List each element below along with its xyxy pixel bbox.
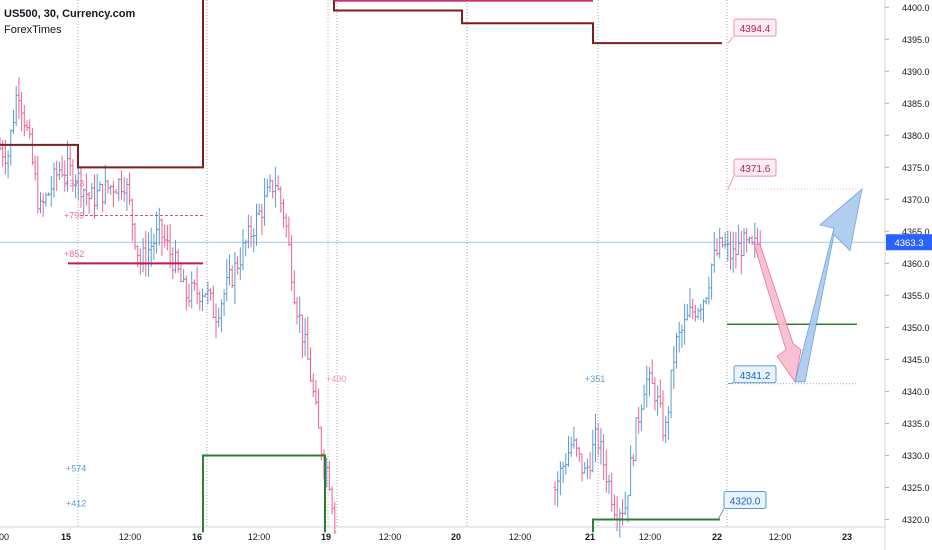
x-tick-label: 19 [321,532,331,542]
x-tick-label: 23 [842,532,852,542]
source-label: ForexTimes [4,24,62,36]
price-callout: 4371.6 [727,158,777,190]
x-tick-label: 12:00 [119,532,142,542]
x-tick-label: 21 [585,532,595,542]
y-tick-label: 4360.0 [902,259,930,269]
y-tick-label: 4400.0 [902,3,930,13]
symbol-title[interactable]: US500, 30, Currency.com [4,8,136,20]
x-tick-label: 00 [0,532,9,542]
x-tick-label: 22 [712,532,722,542]
callout-pointer [727,382,735,385]
callout-pointer [717,508,725,520]
annotation-label: +574 [66,463,86,473]
callout-pointer [727,35,735,44]
y-tick-label: 4330.0 [902,451,930,461]
y-tick-label: 4320.0 [902,515,930,525]
y-tick-label: 4385.0 [902,99,930,109]
y-tick-label: 4380.0 [902,131,930,141]
y-tick-label: 4370.0 [902,195,930,205]
price-callout: 4394.4 [727,18,777,44]
y-tick-label: 4345.0 [902,355,930,365]
y-tick-label: 4335.0 [902,419,930,429]
y-tick-label: 4365.0 [902,227,930,237]
y-tick-label: 4390.0 [902,67,930,77]
callout-text: 4394.4 [740,24,771,35]
price-callout: 4320.0 [717,491,767,520]
y-tick-label: 4355.0 [902,291,930,301]
annotation-label: +799 [64,211,84,221]
current-price-tag: 4363.3 [886,234,932,251]
annotation-label: +373 [64,179,84,189]
callout-pointer [727,175,735,190]
support-line-4320 [592,518,720,533]
arrow-shape [753,243,802,383]
callout-box [733,18,777,37]
annotation-label: +400 [326,374,346,384]
candles [0,77,762,538]
callout-box [733,158,777,177]
arrow-shape [794,188,863,383]
resistance-step-line [0,0,204,169]
x-tick-label: 16 [192,532,202,542]
callout-text: 4341.2 [740,371,771,382]
support-step-line [202,454,326,533]
callout-box [723,491,767,509]
current-price-box [886,234,932,251]
annotation-label: +351 [585,374,605,384]
x-tick-label: 15 [61,532,71,542]
x-tick-label: 12:00 [769,532,792,542]
y-tick-label: 4395.0 [902,35,930,45]
y-tick-label: 4350.0 [902,323,930,333]
x-tick-label: 12:00 [509,532,532,542]
x-tick-label: 20 [451,532,461,542]
y-tick-label: 4340.0 [902,387,930,397]
y-tick-label: 4375.0 [902,163,930,173]
annotation-label: +852 [64,249,84,259]
forecast-up-arrow [794,188,863,383]
x-tick-label: 12:00 [639,532,662,542]
forecast-down-arrow [753,243,802,383]
annotation-label: +412 [66,499,86,509]
x-tick-label: 12:00 [379,532,402,542]
callout-text: 4320.0 [730,497,761,508]
current-price-value: 4363.3 [894,238,923,249]
price-callout: 4341.2 [727,365,777,385]
callout-box [733,365,777,384]
x-tick-label: 12:00 [248,532,271,542]
y-tick-label: 4325.0 [902,483,930,493]
callout-text: 4371.6 [740,164,771,175]
